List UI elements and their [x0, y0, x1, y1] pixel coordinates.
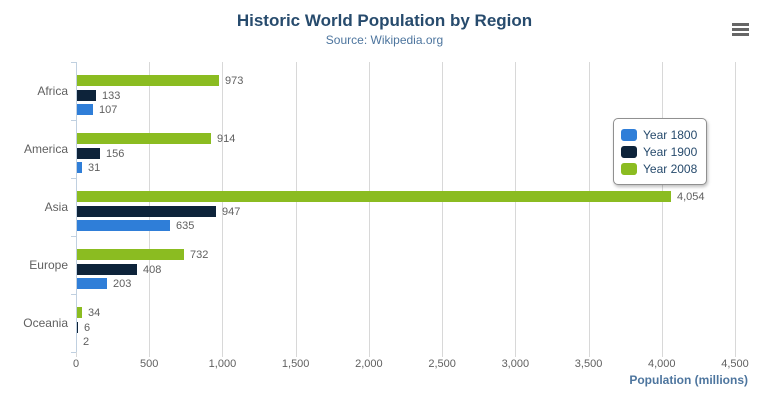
bar-year-1900-europe[interactable]: [77, 264, 137, 275]
bar-year-1900-america[interactable]: [77, 148, 100, 159]
x-axis-title: Population (millions): [629, 373, 748, 387]
y-axis-tick: [71, 62, 76, 63]
category-label: Asia: [44, 200, 68, 214]
data-label: 635: [176, 220, 195, 232]
gridline: [295, 62, 297, 357]
category-label: Europe: [29, 258, 68, 272]
legend-item-label: Year 1800: [643, 127, 698, 142]
chart-subtitle: Source: Wikipedia.org: [325, 33, 444, 47]
data-label: 4,054: [677, 191, 705, 203]
gridline: [735, 62, 736, 357]
data-label: 133: [102, 90, 121, 102]
x-axis-label: 2,000: [355, 358, 383, 370]
x-axis-label: 0: [72, 358, 80, 370]
bar-year-1900-africa[interactable]: [77, 90, 96, 101]
bar-year-2008-europe[interactable]: [77, 249, 184, 260]
hamburger-menu-icon: [731, 22, 749, 36]
y-axis-tick: [71, 236, 76, 237]
bar-year-1800-asia[interactable]: [77, 220, 170, 231]
x-axis-label: 4,500: [721, 358, 749, 370]
bar-year-1800-america[interactable]: [77, 162, 82, 173]
data-label: 107: [99, 104, 118, 116]
data-label: 947: [222, 206, 241, 218]
export-menu-button[interactable]: [727, 18, 753, 40]
x-axis-label: 1,500: [281, 358, 310, 370]
legend: Year 1800 Year 1900 Year 2008: [613, 118, 708, 185]
gridline: [442, 62, 444, 357]
data-label: 156: [106, 148, 125, 160]
x-axis-label: 2,500: [428, 358, 456, 370]
gridline: [515, 62, 517, 357]
x-axis-label: 3,500: [574, 358, 603, 370]
gridline: [222, 62, 224, 357]
legend-symbol: [621, 128, 637, 141]
gridline: [588, 62, 590, 357]
y-axis-tick: [71, 352, 76, 353]
bar-year-1900-asia[interactable]: [77, 206, 216, 217]
data-label: 203: [113, 278, 132, 290]
bar-year-1800-africa[interactable]: [77, 104, 93, 115]
y-axis-line: [76, 62, 77, 352]
legend-item-year-2008[interactable]: Year 2008: [621, 160, 697, 177]
x-axis-label: 3,000: [501, 358, 530, 370]
bar-year-1900-oceania[interactable]: [77, 322, 78, 333]
data-label: 2: [83, 336, 90, 348]
legend-item-year-1800[interactable]: Year 1800: [621, 126, 697, 143]
data-label: 6: [84, 322, 91, 334]
gridline: [661, 62, 663, 357]
category-label: Africa: [37, 84, 68, 98]
legend-item-year-1900[interactable]: Year 1900: [621, 143, 697, 160]
bar-year-2008-africa[interactable]: [77, 75, 219, 86]
legend-symbol: [621, 162, 637, 175]
chart-title: Historic World Population by Region: [236, 11, 533, 30]
x-axis-label: 500: [140, 358, 159, 370]
data-label: 973: [225, 75, 244, 87]
data-label: 408: [143, 264, 162, 276]
bar-year-2008-america[interactable]: [77, 133, 211, 144]
data-label: 31: [88, 162, 101, 174]
y-axis-tick: [71, 120, 76, 121]
data-label: 34: [88, 307, 101, 319]
data-label: 732: [190, 249, 209, 261]
legend-symbol: [621, 145, 637, 158]
bar-year-2008-oceania[interactable]: [77, 307, 82, 318]
bar-year-1800-europe[interactable]: [77, 278, 107, 289]
gridline: [368, 62, 370, 357]
bar-year-2008-asia[interactable]: [77, 191, 671, 202]
y-axis-tick: [71, 178, 76, 179]
x-axis-label: 4,000: [648, 358, 676, 370]
category-label: Oceania: [23, 316, 68, 330]
category-label: America: [23, 142, 68, 156]
legend-item-label: Year 2008: [643, 161, 698, 176]
y-axis-tick: [71, 294, 76, 295]
x-axis-label: 1,000: [208, 358, 237, 370]
data-label: 914: [217, 133, 236, 145]
legend-item-label: Year 1900: [643, 144, 698, 159]
